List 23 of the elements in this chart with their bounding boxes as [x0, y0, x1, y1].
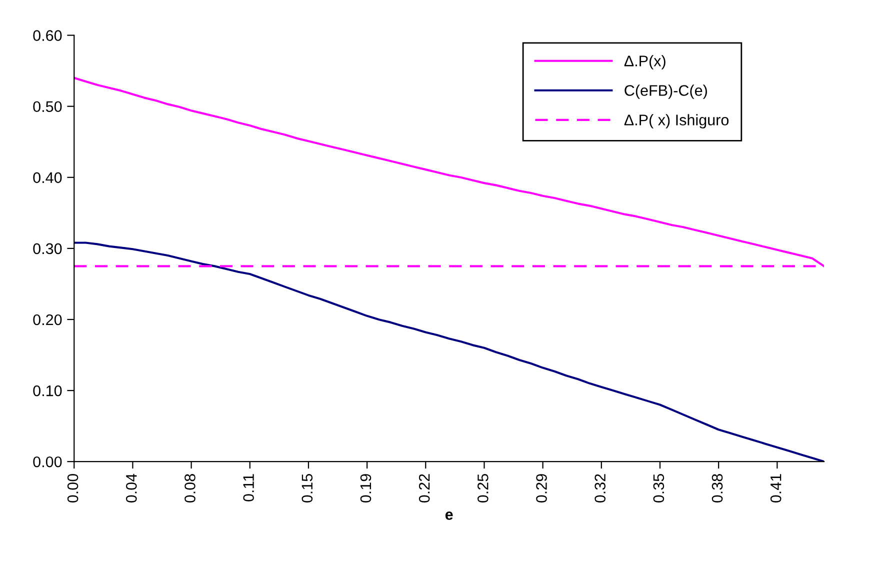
y-tick-label: 0.10 — [33, 385, 62, 396]
x-tick-label: 0.19 — [360, 474, 372, 503]
y-tick-label: 0.30 — [33, 243, 62, 254]
y-tick-label: 0.60 — [33, 30, 62, 41]
x-tick-label: 0.38 — [712, 474, 723, 503]
legend-label: Δ.P(x) — [624, 55, 666, 70]
x-tick-label: 0.22 — [418, 474, 430, 503]
legend-label: C(eFB)-C(e) — [624, 84, 707, 99]
x-tick-label: 0.25 — [478, 474, 488, 503]
x-axis-title: e — [445, 512, 453, 520]
y-tick-label: 0.20 — [33, 314, 62, 326]
legend-label: Δ.P( x) Ishiguro — [624, 114, 729, 128]
x-tick-label: 0.11 — [243, 474, 254, 502]
x-tick-label: 0.08 — [184, 474, 196, 503]
x-tick-label: 0.29 — [536, 474, 547, 503]
y-tick-label: 0.50 — [33, 101, 62, 112]
x-tick-label: 0.04 — [126, 474, 137, 503]
y-tick-label: 0.00 — [33, 456, 62, 468]
x-tick-label: 0.15 — [302, 474, 313, 503]
x-tick-label: 0.35 — [653, 474, 664, 503]
y-tick-label: 0.40 — [33, 172, 62, 184]
x-tick-label: 0.32 — [594, 474, 606, 503]
x-tick-label: 0.41 — [770, 474, 782, 503]
